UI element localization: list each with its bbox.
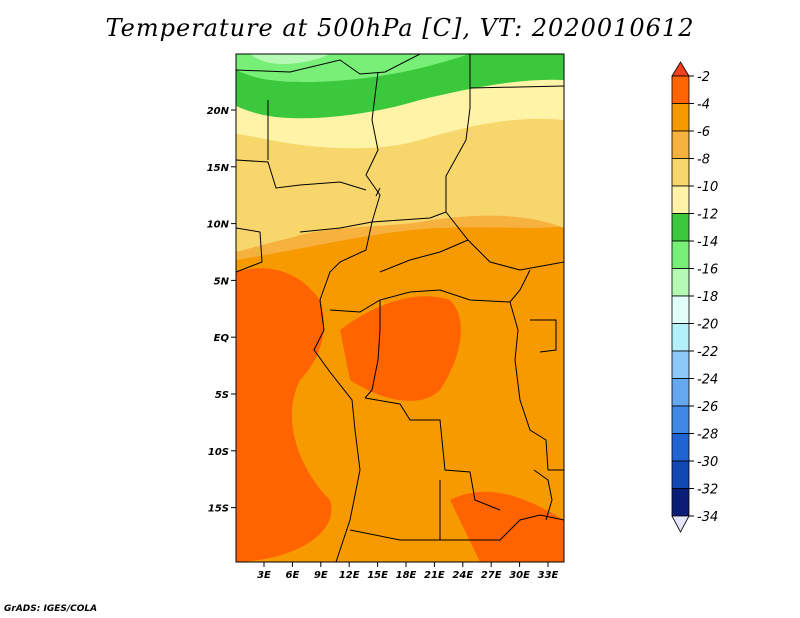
band-minus16-minus18: [250, 54, 330, 64]
lon-tick-label: 9E: [314, 570, 328, 581]
grads-credit: GrADS: IGES/COLA: [4, 604, 98, 614]
country-borders: [236, 54, 564, 562]
colorbar-label: -16: [697, 263, 718, 278]
colorbar-label: -18: [697, 290, 718, 305]
lon-tick-label: 18E: [396, 570, 417, 581]
lat-tick-label: 10N: [207, 220, 230, 231]
lake-malawi: [533, 469, 553, 521]
colorbar-label: -4: [697, 98, 710, 113]
lon-tick-label: 27E: [481, 570, 502, 581]
temperature-field: [236, 54, 564, 562]
border-zambia-south: [439, 480, 564, 541]
colorbar-label: -30: [697, 455, 718, 470]
colorbar-box: [671, 240, 690, 269]
border-benin-nigeria: [236, 227, 263, 273]
border-congo-gabon: [329, 299, 381, 399]
colorbar-box: [671, 213, 690, 242]
lon-tick-label: 30E: [509, 570, 530, 581]
border-chad-south: [371, 211, 447, 223]
border-car-south: [379, 269, 531, 303]
lat-tick-label: 15N: [207, 163, 230, 174]
colorbar-label: -6: [697, 125, 710, 140]
colorbar-box: [671, 378, 690, 407]
lat-tick-label: 15S: [208, 504, 229, 515]
lon-tick-label: 33E: [538, 570, 559, 581]
border-car-north: [379, 239, 469, 273]
lon-axis: 3E 6E 9E 12E 15E 18E 21E 24E 27E 30E 33E: [257, 562, 559, 581]
lake-chad: [375, 187, 381, 197]
colorbar-box: [671, 323, 690, 352]
colorbar-label: -12: [697, 208, 718, 223]
border-namibia-north: [349, 529, 440, 541]
band-minus2-minus4-congo: [340, 296, 461, 401]
colorbar-label: -10: [697, 180, 718, 195]
colorbar-label: -20: [697, 318, 718, 333]
colorbar-box: [671, 460, 690, 489]
colorbar-box: [671, 350, 690, 379]
colorbar-box: [671, 433, 690, 462]
coastline-west: [313, 299, 361, 562]
band-minus2-minus4-west: [236, 268, 332, 562]
colorbar-box: [671, 158, 690, 187]
border-niger-chad: [365, 71, 381, 223]
colorbar-box: [671, 103, 690, 132]
lon-tick-label: 15E: [367, 570, 388, 581]
lat-tick-label: 5S: [215, 390, 229, 401]
border-nigeria-cameroon: [299, 221, 373, 301]
chart-title: Temperature at 500hPa [C], VT: 202001061…: [105, 14, 695, 42]
lon-tick-label: 24E: [452, 570, 473, 581]
lat-tick-label: EQ: [214, 333, 230, 344]
border-drc-east: [509, 301, 564, 471]
border-drc-angola: [364, 397, 501, 511]
colorbar-box: [671, 75, 690, 104]
map-frame: [235, 53, 565, 563]
colorbar-label: -34: [697, 510, 718, 525]
lat-tick-label: 20N: [207, 106, 230, 117]
colorbar-box: [671, 405, 690, 434]
lon-tick-label: 6E: [286, 570, 300, 581]
colorbar-label: -8: [697, 153, 710, 168]
border-mali-niger: [236, 159, 367, 191]
colorbar-bottom-triangle: [671, 515, 690, 533]
border-north: [236, 54, 421, 75]
colorbar-box: [671, 295, 690, 324]
colorbar-box: [671, 268, 690, 297]
colorbar-box: [671, 185, 690, 214]
lon-tick-label: 21E: [424, 570, 445, 581]
lat-tick-label: 10S: [208, 447, 229, 458]
colorbar-label: -14: [697, 235, 718, 250]
colorbar-label: -28: [697, 428, 718, 443]
colorbar-top-triangle: [671, 61, 690, 77]
colorbar-box: [671, 488, 690, 517]
colorbar-boxes: [671, 61, 690, 533]
colorbar-labels: -2 -4 -6 -8 -10 -12 -14 -16 -18 -20 -22 -24 -26 -28 -3…: [689, 70, 718, 525]
colorbar-label: -2: [697, 70, 710, 85]
lake-victoria: [530, 319, 557, 353]
colorbar-box: [671, 130, 690, 159]
lon-tick-label: 3E: [257, 570, 271, 581]
lon-tick-label: 12E: [339, 570, 360, 581]
colorbar-label: -26: [697, 400, 718, 415]
lat-axis: 20N 15N 10N 5N EQ 5S 10S 15S: [207, 106, 236, 515]
band-minus2-minus4-south: [450, 491, 564, 562]
colorbar-label: -22: [697, 345, 718, 360]
lat-tick-label: 5N: [214, 276, 230, 287]
colorbar-label: -32: [697, 483, 718, 498]
border-egypt-sudan: [469, 85, 564, 89]
colorbar-label: -24: [697, 373, 718, 388]
